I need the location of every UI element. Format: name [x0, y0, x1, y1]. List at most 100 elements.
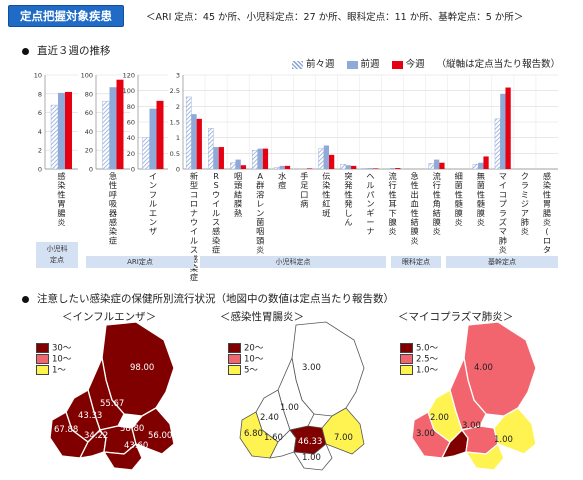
map-section-title: 注意したい感染症の保健所別流行状況（地図中の数値は定点当たり報告数） — [37, 293, 394, 305]
y-tick-label: 120 — [123, 72, 135, 80]
x-category-label: クラミジア肺炎 — [521, 171, 529, 236]
map-title-mycoplasma: ＜マイコプラズマ肺炎＞ — [398, 311, 514, 323]
legend-label: 10～ — [244, 354, 264, 365]
legend-label: 2.5～ — [416, 354, 439, 365]
bar-前々週-A群溶レン菌咽頭炎 — [252, 149, 258, 170]
bullet-icon — [22, 47, 29, 55]
bar-前週-水痘 — [279, 165, 285, 169]
bar-前々週-急性呼吸器感染症 — [102, 101, 110, 170]
bar-前週-RSウイルス感染症 — [213, 147, 219, 169]
bar-前週-流行性角結膜炎 — [434, 159, 440, 169]
bar-今週-流行性耳下腺炎 — [395, 168, 401, 169]
group-label-pediatric-1: 小児科 定点 — [36, 242, 78, 268]
region-east — [493, 407, 537, 455]
map-value: 34.22 — [84, 431, 108, 441]
y-tick-label: 40 — [127, 134, 135, 142]
region-south — [102, 442, 143, 471]
region-west — [49, 411, 89, 459]
map-mycoplasma: 4.00 2.00 3.00 3.00 1.00 — [411, 321, 537, 471]
group-label-pediatric-2: 小児科定点 — [200, 256, 386, 268]
x-category-label: マイコプラズマ肺炎 — [499, 171, 508, 255]
map-value: 43.33 — [78, 411, 102, 421]
legend-swatch-low — [400, 365, 413, 375]
legend-label: 1.0～ — [416, 365, 439, 376]
map-legend-row: 5～ — [228, 365, 263, 376]
bar-panel-3: 0 0.5 1 1.5 2 2.5 3 新型コロナウイルス感染症 R S ウイルス感染症 咽頭結膜熱 A… — [170, 72, 558, 282]
x-category-label: 感染性胃腸炎(ロタ) — [543, 171, 551, 264]
bar-前週-無菌性髄膜炎 — [478, 162, 484, 169]
chart-legend: 前々週 前週 今週 （縦軸は定点当たり報告数） — [292, 56, 560, 70]
map-title-influenza: ＜インフルエンザ＞ — [62, 311, 157, 323]
x-category-label: 流行性角結膜炎 — [433, 171, 441, 236]
bar-前々週-伝染性紅斑 — [318, 148, 324, 170]
bar-今週-咽頭結膜熱 — [240, 165, 247, 169]
bar-panel-0: 0 2 4 6 8 10 感染性胃腸炎 — [34, 72, 78, 227]
bar-今週-インフルエンザ — [156, 100, 164, 169]
y-tick-label: 2 — [176, 103, 180, 111]
map-gastroenteritis: 3.00 2.40 1.00 6.80 1.60 46.33 7.00 1.00 — [239, 321, 365, 471]
y-tick-label: 8 — [38, 90, 42, 98]
legend-swatch-mid — [228, 354, 241, 364]
bar-今週-ヘルパンギーナ — [373, 168, 379, 169]
bar-前々週-インフルエンザ — [142, 137, 150, 170]
bar-前々週-流行性角結膜炎 — [428, 163, 435, 170]
bar-今週-RSウイルス感染症 — [218, 147, 224, 169]
map-legend-row: 30～ — [36, 343, 71, 354]
bar-前々週-RSウイルス感染症 — [208, 128, 214, 170]
bar-前々週-新型コロナウイルス感染症 — [185, 96, 192, 170]
map-value: 1.00 — [280, 403, 299, 413]
y-tick-label: 60 — [127, 119, 135, 127]
legend-label: 1～ — [52, 365, 66, 376]
legend-swatch-high — [36, 343, 49, 353]
map-legend-row: 10～ — [36, 354, 71, 365]
bar-前週-流行性耳下腺炎 — [389, 168, 396, 169]
legend-item-w1: 前々週 — [292, 59, 335, 70]
map-legend-row: 1～ — [36, 365, 71, 376]
map-value: 3.00 — [462, 421, 481, 431]
bar-前週-感染性胃腸炎 — [58, 92, 65, 169]
map-value: 1.00 — [302, 453, 321, 463]
x-category-label: R S ウイルス感染症 — [212, 171, 220, 255]
y-tick-label: 2 — [38, 147, 42, 155]
x-category-label: 伝染性紅斑 — [322, 171, 330, 218]
map-legend-row: 2.5～ — [400, 354, 438, 365]
x-category-label: 咽頭結膜熱 — [234, 171, 242, 218]
x-category-label: 急性呼吸器感染症 — [109, 171, 117, 245]
legend-item-w2: 前週 — [346, 59, 380, 70]
region-south — [464, 442, 505, 471]
y-tick-label: 0 — [176, 166, 180, 174]
bar-前週-突発性発しん — [345, 165, 352, 169]
legend-swatch-high — [400, 343, 413, 353]
map-value: 1.00 — [494, 435, 513, 445]
legend-label-w1: 前々週 — [306, 59, 335, 70]
x-category-label: 新型コロナウイルス感染症 — [190, 171, 198, 282]
bar-前週-インフルエンザ — [149, 108, 157, 169]
bar-前々週-咽頭結膜熱 — [230, 162, 236, 170]
trend-section-heading: 直近３週の推移 — [22, 43, 111, 58]
region-west — [239, 411, 279, 459]
x-category-label: インフルエンザ — [149, 171, 157, 236]
legend-swatch-w3 — [391, 60, 403, 69]
bar-前週-急性呼吸器感染症 — [109, 87, 117, 169]
x-category-label: ヘルパンギーナ — [366, 171, 374, 236]
bar-前週-咽頭結膜熱 — [235, 159, 241, 169]
legend-swatch-low — [228, 365, 241, 375]
map-value: 2.40 — [260, 413, 279, 423]
sentinel-counts: ＜ARI 定点：45 か所、小児科定点：27 か所、眼科定点：11 か所、基幹定… — [146, 12, 524, 23]
map-value: 2.00 — [430, 413, 449, 423]
y-tick-label: 0 — [38, 166, 42, 174]
map-section-heading: 注意したい感染症の保健所別流行状況（地図中の数値は定点当たり報告数） — [22, 291, 394, 306]
legend-swatch-w2 — [346, 60, 358, 69]
bar-前週-新型コロナウイルス感染症 — [191, 114, 197, 169]
map-influenza: 98.00 55.67 43.33 67.88 34.22 58.80 56.0… — [49, 321, 175, 471]
bullet-icon — [22, 295, 29, 303]
region-east — [131, 407, 175, 455]
legend-label: 20～ — [244, 343, 264, 354]
x-category-label: 感染性胃腸炎 — [57, 171, 65, 227]
bar-今週-新型コロナウイルス感染症 — [196, 118, 202, 169]
x-category-label: 流行性耳下腺炎 — [388, 171, 396, 236]
trend-section-title: 直近３週の推移 — [37, 45, 111, 57]
map-value: 4.00 — [474, 363, 493, 373]
map-legend-row: 1.0～ — [400, 365, 438, 376]
bar-今週-無菌性髄膜炎 — [483, 156, 489, 169]
